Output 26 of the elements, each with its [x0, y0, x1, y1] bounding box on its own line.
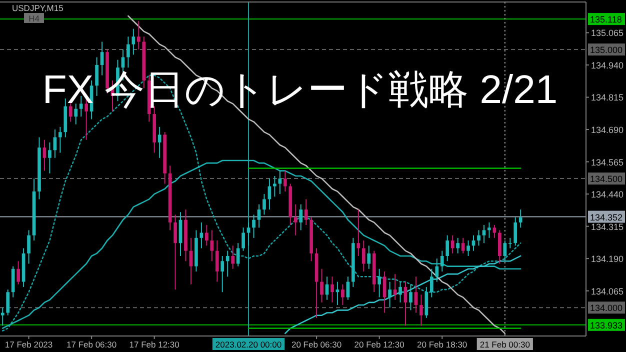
ref-line-label: 134.352: [590, 212, 623, 222]
annotation: H4: [24, 13, 44, 24]
y-tick-label: 134.565: [591, 157, 624, 168]
annotation: USDJPY,M15: [12, 3, 64, 13]
y-tick-label: 134.440: [591, 190, 624, 200]
x-tick-label: 2023.02.20 00:00: [215, 340, 282, 350]
ref-line-label: 133.933: [590, 320, 623, 330]
y-tick-label: 134.940: [591, 60, 624, 70]
ref-line-label: 134.000: [590, 303, 623, 314]
x-tick-label: 20 Feb 12:30: [354, 340, 405, 350]
y-tick-label: 134.065: [591, 286, 624, 296]
ref-line-label: 134.500: [590, 174, 623, 184]
y-tick-label: 134.190: [591, 254, 624, 264]
y-tick-label: 135.065: [591, 28, 624, 38]
y-tick-label: 134.315: [591, 222, 624, 232]
y-tick-label: 134.690: [591, 125, 624, 136]
x-tick-label: 17 Feb 2023: [4, 340, 53, 350]
y-tick-label: 134.815: [591, 92, 624, 103]
x-tick-label: 20 Feb 18:30: [417, 340, 468, 350]
ref-line-label: 135.000: [590, 44, 623, 55]
x-tick-label: 20 Feb 06:30: [291, 340, 342, 350]
annotation: H4: [28, 14, 40, 24]
ref-line-label: 135.118: [590, 14, 622, 25]
x-tick-label: 17 Feb 12:30: [129, 340, 180, 350]
x-tick-label: 17 Feb 06:30: [66, 340, 117, 350]
x-tick-label: 21 Feb 00:30: [480, 340, 530, 350]
